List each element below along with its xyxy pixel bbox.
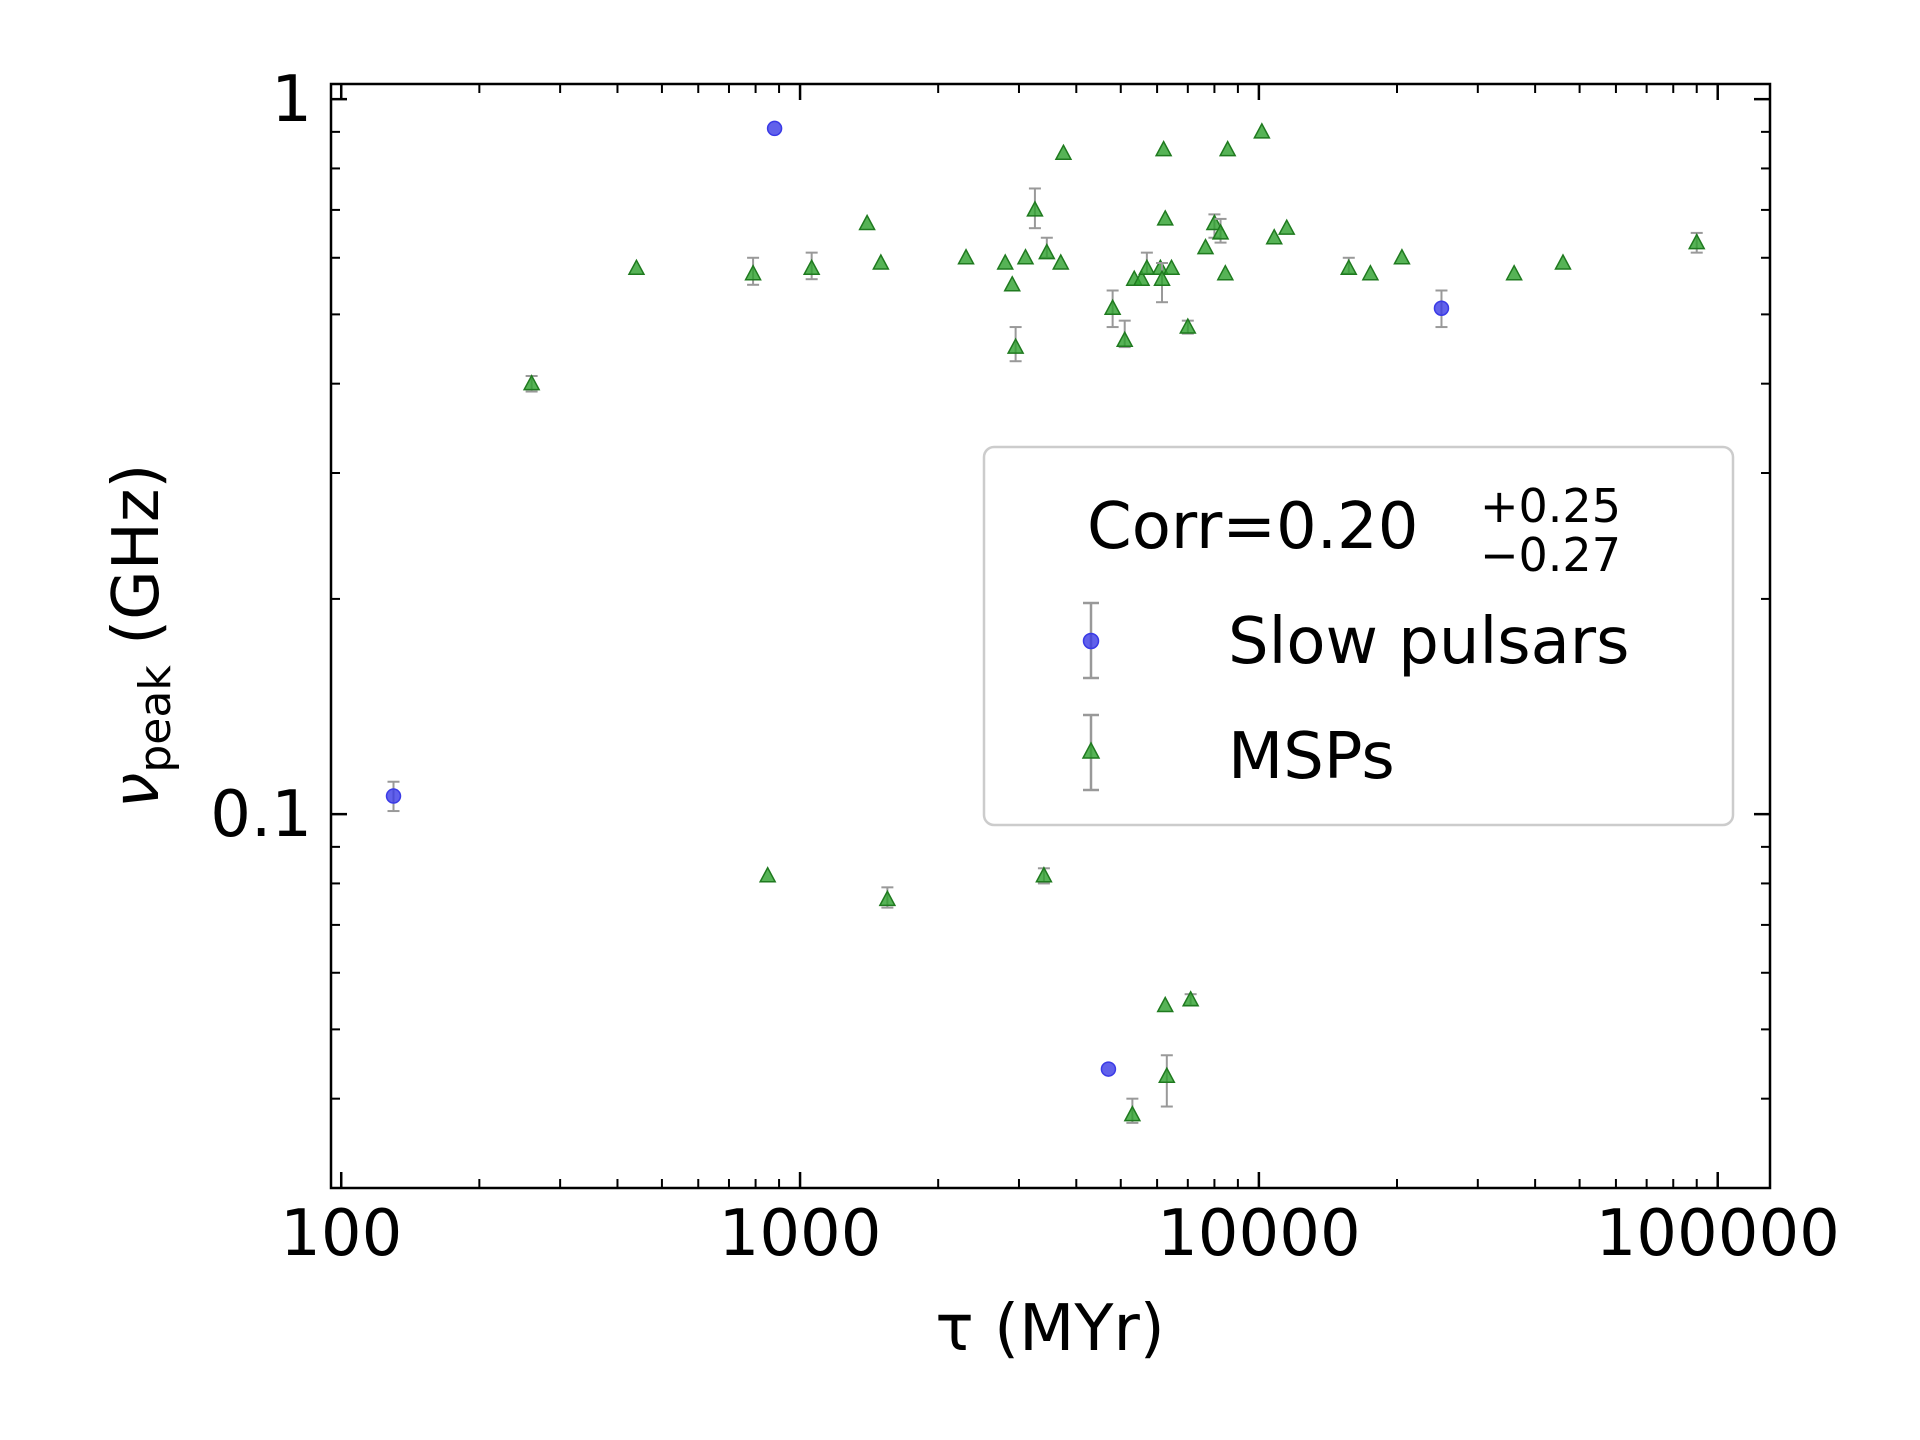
msp-point — [1196, 238, 1215, 255]
msp-point — [1035, 866, 1053, 883]
msp-point — [1156, 995, 1174, 1013]
msp-point — [1006, 337, 1025, 354]
major-ticks — [331, 84, 1770, 1188]
msp-point — [1218, 140, 1237, 157]
legend: Corr=0.20 +0.25 −0.27 Slow pulsars MSPs — [982, 445, 1735, 827]
msp-point — [1505, 264, 1523, 281]
slow-pulsar-point — [766, 120, 783, 137]
msp-point — [957, 248, 975, 265]
msp-point — [1211, 223, 1230, 240]
msp-point — [1038, 243, 1056, 260]
msp-point — [1340, 258, 1358, 276]
slow-pulsar-point — [385, 788, 402, 804]
msp-point — [1123, 1105, 1142, 1122]
msp-point — [1052, 253, 1070, 270]
msp-point — [1154, 140, 1173, 157]
minor-ticks — [331, 84, 1770, 1189]
msp-point — [1138, 258, 1156, 276]
x-tick-label: 100000 — [1596, 1197, 1840, 1271]
msp-point — [1216, 264, 1235, 281]
y-axis-label: νpeak (GHz) — [100, 464, 181, 809]
x-tick-label: 1000 — [719, 1197, 882, 1271]
msp-point — [744, 264, 762, 281]
plot-frame — [329, 82, 1772, 1190]
x-axis-label: τ (MYr) — [935, 1292, 1164, 1366]
msp-point — [1003, 275, 1021, 292]
legend-msp-marker — [1081, 741, 1101, 759]
msp-point — [1153, 269, 1171, 286]
y-tick-labels: 0.11 — [210, 63, 312, 852]
msp-point — [1103, 298, 1122, 315]
legend-msp-label: MSPs — [1228, 720, 1395, 794]
legend-title: Corr=0.20 +0.25 −0.27 — [1087, 479, 1621, 582]
x-tick-label: 10000 — [1157, 1197, 1361, 1271]
slow-pulsar-point — [1433, 300, 1450, 316]
msp-point — [872, 253, 890, 270]
msp-point — [1361, 264, 1380, 281]
msp-point — [1162, 258, 1181, 276]
msp-point — [1156, 209, 1174, 226]
msp-point — [1554, 253, 1572, 270]
x-tick-labels: 100 1000 10000 100000 — [280, 1197, 1840, 1271]
msp-point — [1687, 233, 1706, 250]
y-axis-label-symbol: ν — [100, 773, 174, 809]
msp-point — [1393, 248, 1411, 265]
msp-point — [1115, 330, 1134, 348]
y-tick-label: 0.1 — [210, 778, 312, 852]
legend-entry-slow-pulsars: Slow pulsars — [1082, 601, 1629, 680]
y-tick-label: 1 — [271, 63, 312, 137]
msp-point — [996, 253, 1014, 270]
legend-slow-marker — [1082, 632, 1100, 650]
msp-point — [1158, 1066, 1176, 1083]
msp-point — [758, 866, 777, 883]
legend-title-main: Corr=0.20 — [1087, 490, 1418, 564]
msp-point — [1132, 269, 1151, 286]
legend-slow-label: Slow pulsars — [1228, 605, 1629, 679]
legend-entry-msps: MSPs — [1081, 713, 1395, 794]
x-tick-label: 100 — [280, 1197, 402, 1271]
msp-point — [1016, 248, 1035, 265]
msp-point — [1181, 990, 1200, 1007]
legend-title-sup: +0.25 — [1480, 479, 1621, 533]
msp-point — [522, 374, 541, 391]
msp-point — [878, 889, 897, 907]
msp-point — [1054, 143, 1073, 161]
msp-point — [1265, 228, 1283, 245]
msp-point — [858, 213, 876, 231]
y-axis-label-subscript: peak — [130, 665, 181, 773]
msp-point — [1253, 122, 1271, 139]
msp-point — [1277, 218, 1296, 235]
msp-point — [1205, 213, 1224, 231]
msp-point — [802, 258, 821, 276]
data-points — [385, 120, 1706, 1124]
msp-point — [1026, 200, 1044, 217]
slow-pulsar-point — [1100, 1061, 1117, 1077]
y-axis-label-unit: (GHz) — [100, 464, 174, 666]
legend-box — [982, 445, 1735, 827]
msp-point — [1179, 317, 1197, 334]
msp-point — [627, 258, 646, 276]
legend-title-sub: −0.27 — [1480, 528, 1621, 582]
